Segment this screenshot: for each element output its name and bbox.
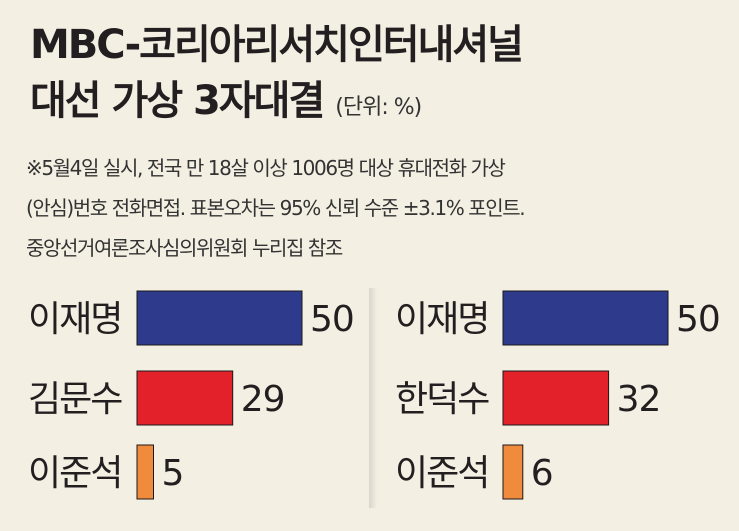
value-label: 6	[531, 453, 553, 494]
value-label: 50	[310, 299, 354, 340]
bar	[136, 444, 154, 500]
bar	[502, 370, 610, 426]
note-line-2: (안심)번호 전화면접. 표본오차는 95% 신뢰 수준 ±3.1% 포인트.	[26, 196, 526, 220]
candidate-label: 한덕수	[395, 379, 489, 420]
chart-divider	[369, 288, 377, 508]
title-text: 대선 가상 3자대결	[30, 78, 325, 124]
candidate-label: 이준석	[28, 453, 121, 494]
bar	[502, 444, 524, 500]
note-line-1: ※5월4일 실시, 전국 만 18살 이상 1006명 대상 휴대전화 가상	[26, 156, 506, 180]
candidate-label: 김문수	[28, 379, 122, 420]
chart-2: 이재명 50 한덕수 32 이준석 6	[395, 290, 721, 500]
bar	[136, 370, 234, 426]
chart-1: 이재명 50 김문수 29 이준석 5	[28, 290, 355, 500]
value-label: 5	[162, 453, 184, 494]
value-label: 50	[676, 299, 720, 340]
bar	[502, 290, 669, 346]
survey-note: ※5월4일 실시, 전국 만 18살 이상 1006명 대상 휴대전화 가상 (…	[26, 148, 726, 268]
unit-label: (단위: %)	[335, 95, 422, 120]
candidate-label: 이재명	[28, 299, 121, 340]
value-label: 29	[241, 379, 285, 420]
title-line-2: 대선 가상 3자대결 (단위: %)	[30, 78, 422, 131]
title-line-1: MBC-코리아리서치인터내셔널	[30, 22, 524, 68]
candidate-label: 이재명	[395, 299, 488, 340]
bar	[136, 290, 303, 346]
note-line-3: 중앙선거여론조사심의위원회 누리집 참조	[26, 236, 343, 260]
value-label: 32	[617, 379, 661, 420]
candidate-label: 이준석	[395, 453, 488, 494]
